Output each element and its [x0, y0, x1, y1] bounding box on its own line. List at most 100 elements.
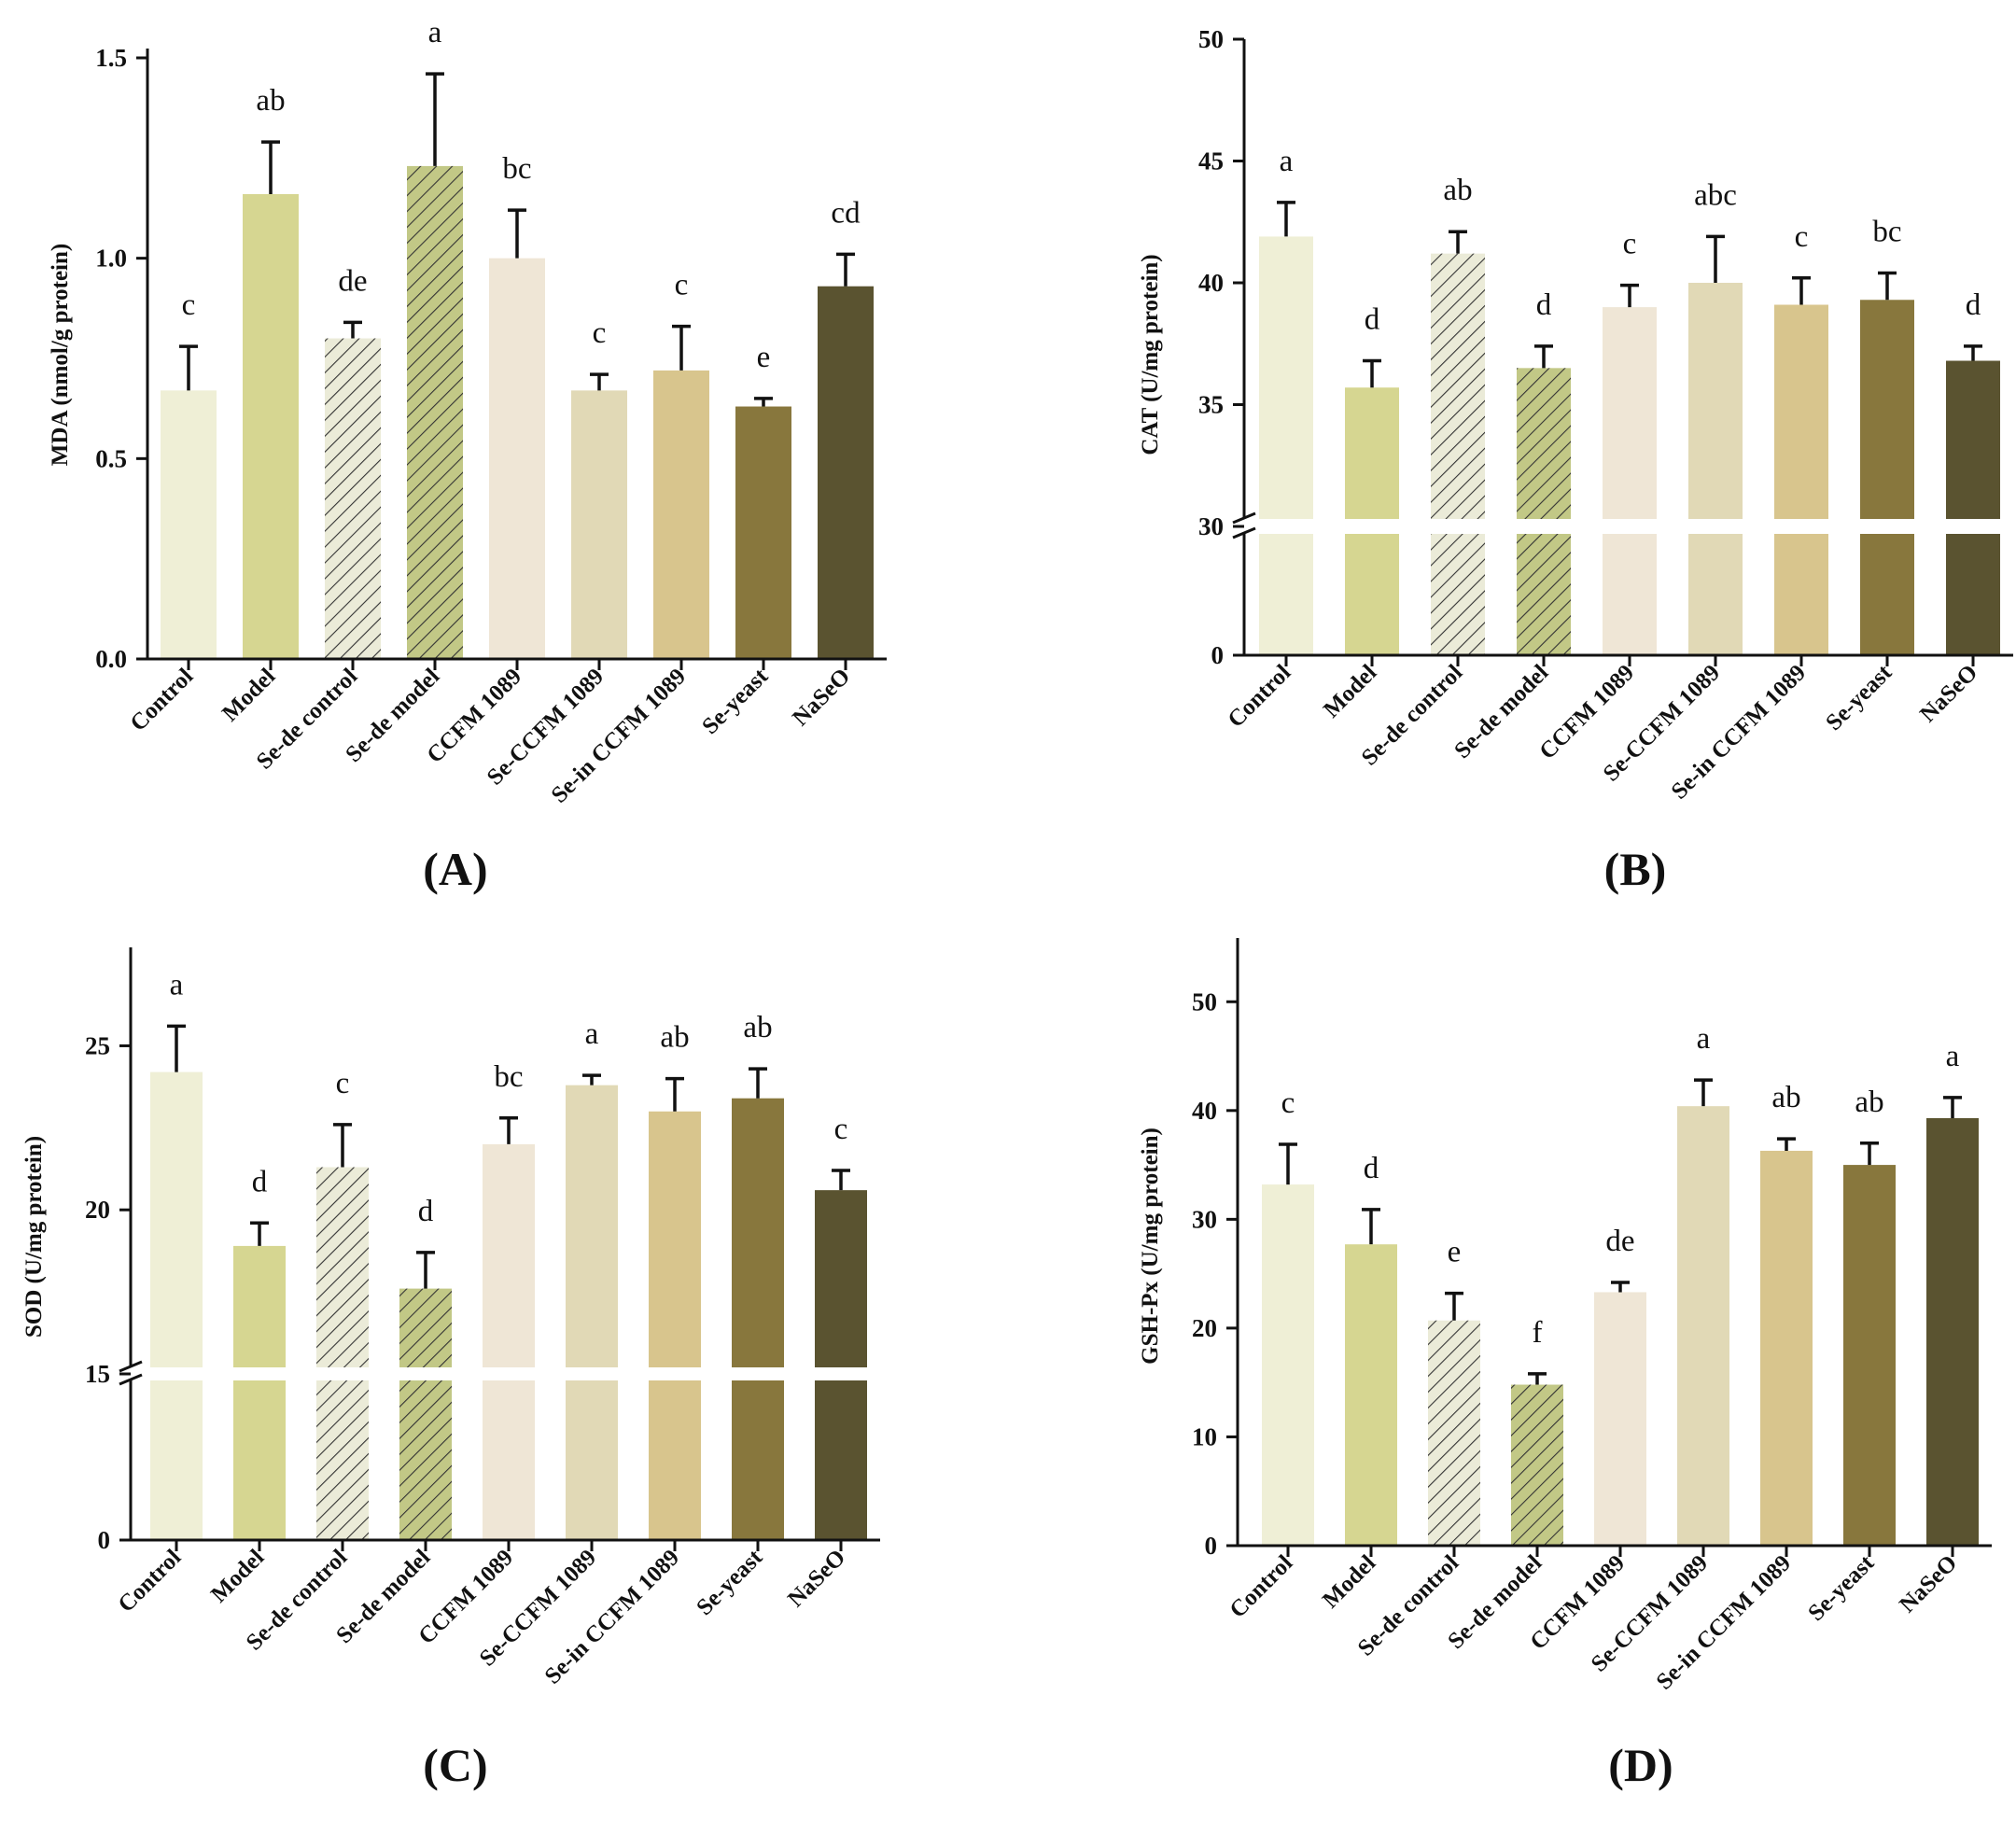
significance-label-control: c [1281, 1086, 1295, 1120]
bar-ccfm-1089 [1603, 307, 1657, 655]
bar-naseo [818, 286, 874, 659]
category-label-control: Control [1224, 660, 1296, 733]
significance-label-ccfm-1089: bc [494, 1060, 523, 1094]
error-bar-se-in-ccfm-1089 [665, 1076, 684, 1112]
bar-control [150, 1072, 203, 1540]
category-label-control: Control [114, 1545, 187, 1618]
bar-se-yeast [1860, 300, 1914, 655]
y-tick-label-50: 50 [1198, 25, 1224, 53]
category-label-naseo: NaSeO [788, 664, 855, 731]
bar-se-in-ccfm-1089 [649, 1111, 701, 1540]
category-label-naseo: NaSeO [1895, 1550, 1962, 1618]
bar-se-in-ccfm-1089 [1774, 304, 1828, 655]
bar-se-ccfm-1089 [1677, 1106, 1729, 1546]
significance-label-se-de-control: ab [1443, 174, 1472, 207]
error-bar-model [1363, 358, 1381, 388]
y-axis-label: MDA (nmol/g protein) [48, 244, 73, 466]
significance-label-control: a [1280, 145, 1294, 178]
error-bar-model [1362, 1208, 1380, 1245]
significance-label-naseo: a [1946, 1040, 1960, 1073]
error-bar-se-ccfm-1089 [1706, 234, 1725, 283]
y-tick-label-10: 10 [1192, 1422, 1217, 1450]
significance-label-se-ccfm-1089: c [593, 316, 607, 350]
bar-naseo [1946, 360, 2000, 655]
significance-label-se-yeast: ab [1855, 1086, 1883, 1119]
error-bar-ccfm-1089 [1620, 283, 1639, 308]
significance-label-control: a [170, 968, 184, 1002]
panel-label: (B) [1604, 843, 1667, 895]
y-tick-label-50: 50 [1192, 988, 1217, 1016]
error-bar-se-yeast [1860, 1142, 1879, 1166]
bar-hatch-se-de-control [325, 338, 381, 659]
category-label-model: Model [1318, 1550, 1380, 1613]
significance-label-naseo: d [1966, 288, 1981, 322]
significance-label-se-de-control: de [338, 264, 367, 298]
error-bar-control [179, 344, 198, 391]
bar-se-in-ccfm-1089 [653, 370, 709, 659]
y-tick-label-35: 35 [1198, 391, 1224, 419]
significance-label-se-in-ccfm-1089: c [1795, 220, 1809, 254]
significance-label-se-de-control: e [1448, 1236, 1462, 1269]
error-bar-se-de-control [1445, 1291, 1463, 1321]
error-bar-se-de-control [1449, 230, 1467, 254]
significance-label-se-de-model: d [1536, 288, 1552, 322]
error-bar-naseo [1964, 344, 1982, 361]
bar-hatch-se-de-model [1517, 368, 1571, 655]
error-bar-naseo [832, 1169, 850, 1191]
significance-label-model: d [1365, 303, 1380, 337]
significance-label-se-in-ccfm-1089: c [675, 269, 689, 302]
y-tick-label-30: 30 [1192, 1205, 1217, 1233]
error-bar-se-de-model [426, 72, 444, 166]
bar-hatch-se-de-model [1511, 1384, 1563, 1546]
bar-hatch-se-de-control [1428, 1320, 1480, 1546]
category-label-model: Model [217, 664, 280, 726]
error-bar-se-de-model [1534, 344, 1553, 369]
y-tick-label-40: 40 [1198, 269, 1224, 297]
significance-label-se-in-ccfm-1089: ab [1771, 1081, 1800, 1114]
y-tick-label-15: 15 [85, 1360, 110, 1388]
error-bar-control [1277, 201, 1295, 237]
error-bar-se-de-control [343, 320, 362, 339]
error-bar-se-in-ccfm-1089 [1792, 276, 1811, 305]
significance-label-se-de-model: a [428, 16, 442, 49]
error-bar-se-yeast [754, 397, 773, 407]
axis-break-gap [1239, 519, 2016, 534]
error-bar-ccfm-1089 [499, 1116, 518, 1144]
bar-ccfm-1089 [483, 1143, 535, 1540]
significance-label-model: d [252, 1165, 268, 1198]
significance-label-se-de-model: f [1533, 1316, 1543, 1350]
category-label-naseo: NaSeO [1915, 660, 1982, 727]
significance-label-se-in-ccfm-1089: ab [660, 1021, 689, 1055]
error-bar-se-ccfm-1089 [590, 372, 609, 391]
y-tick-label-20: 20 [1192, 1314, 1217, 1342]
category-label-se-yeast: Se-yeast [697, 664, 773, 739]
bar-model [1345, 1244, 1397, 1546]
y-tick-label-25: 25 [85, 1031, 110, 1059]
category-label-model: Model [206, 1545, 269, 1607]
error-bar-ccfm-1089 [1611, 1281, 1630, 1293]
y-axis-label: CAT (U/mg protein) [1138, 254, 1163, 455]
significance-label-se-ccfm-1089: a [1697, 1022, 1711, 1056]
error-bar-model [261, 140, 280, 194]
error-bar-naseo [836, 252, 855, 287]
category-label-control: Control [126, 664, 199, 736]
category-label-se-yeast: Se-yeast [1821, 660, 1897, 735]
bar-control [1262, 1184, 1314, 1546]
bar-naseo [815, 1190, 867, 1540]
y-tick-label-0-5: 0.5 [95, 444, 127, 472]
error-bar-se-de-model [416, 1251, 435, 1289]
significance-label-se-ccfm-1089: a [585, 1017, 599, 1051]
bar-hatch-se-de-model [399, 1288, 452, 1540]
significance-label-se-yeast: bc [1872, 216, 1901, 249]
error-bar-se-ccfm-1089 [1694, 1078, 1713, 1107]
bar-se-ccfm-1089 [571, 390, 627, 659]
significance-label-se-de-model: d [418, 1195, 434, 1228]
error-bar-se-yeast [749, 1067, 767, 1099]
significance-label-model: ab [256, 84, 285, 118]
significance-label-naseo: cd [831, 196, 861, 230]
y-tick-label-1-0: 1.0 [95, 245, 127, 273]
significance-label-se-yeast: ab [743, 1011, 772, 1044]
